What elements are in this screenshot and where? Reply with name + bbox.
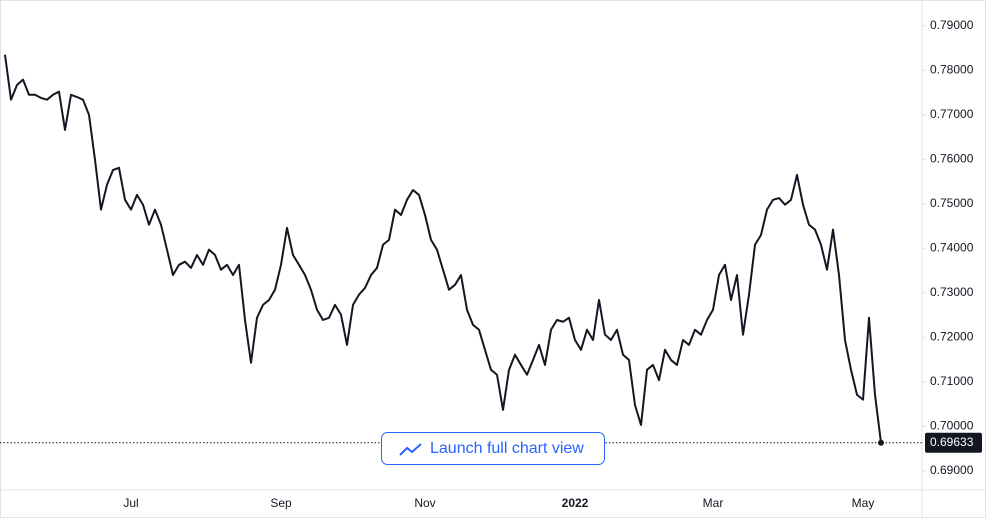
launch-button[interactable]: Launch full chart view	[381, 432, 605, 465]
y-tick-label: 0.71000	[930, 374, 974, 388]
y-tick-label: 0.72000	[930, 330, 974, 344]
x-tick-label: May	[852, 496, 875, 510]
x-tick-label: Nov	[414, 496, 435, 510]
y-tick-label: 0.76000	[930, 151, 974, 165]
button-box[interactable]	[381, 432, 605, 465]
y-tick-label: 0.70000	[930, 419, 974, 433]
button-icon[interactable]	[399, 443, 422, 456]
last-price-box	[925, 432, 982, 453]
y-tick-label: 0.78000	[930, 62, 974, 76]
last-point	[878, 439, 884, 446]
y-tick-label: 0.69000	[930, 463, 974, 477]
price-line	[4, 54, 882, 443]
y-tick-label: 0.73000	[930, 285, 974, 299]
last-price-label: 0.69633	[930, 435, 974, 449]
x-tick-label: Jul	[123, 496, 138, 510]
x-tick-label: 2022	[562, 496, 589, 510]
button-label[interactable]: Launch full chart view	[430, 440, 584, 457]
x-tick-label: Mar	[703, 496, 724, 510]
x-tick-label: Sep	[270, 496, 292, 510]
y-tick-label: 0.77000	[930, 107, 974, 121]
y-tick-label: 0.74000	[930, 241, 974, 255]
y-tick-label: 0.75000	[930, 196, 974, 210]
y-tick-label: 0.79000	[930, 18, 974, 32]
